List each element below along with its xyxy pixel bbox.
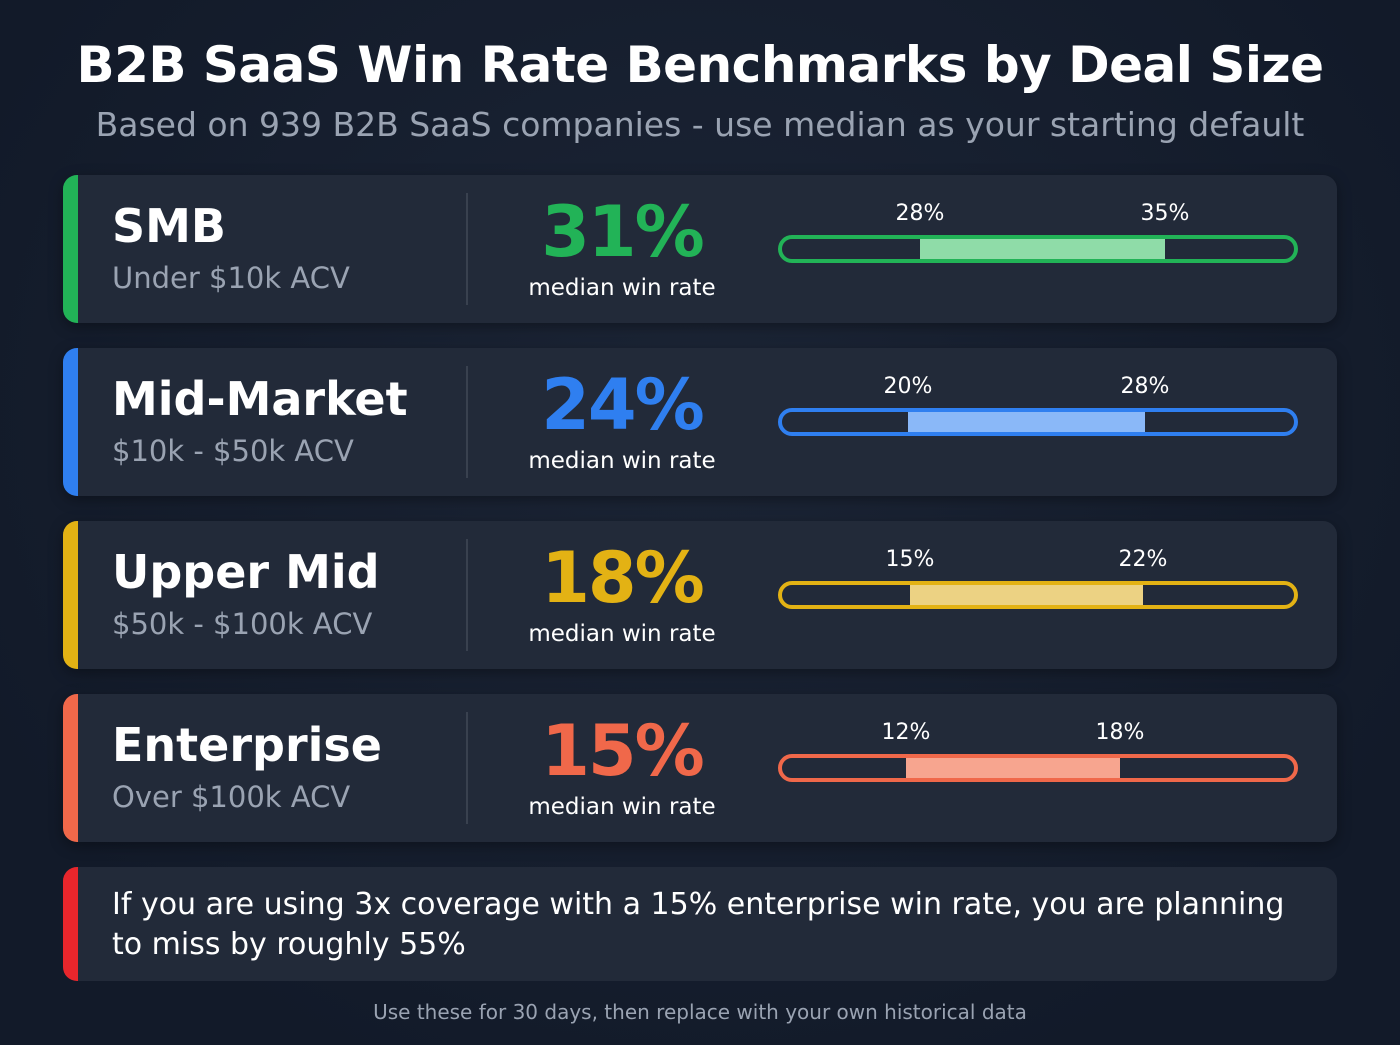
median-value: 18% [541,537,705,619]
divider [466,539,468,651]
segment-card: Enterprise Over $100k ACV 15% median win ra… [63,694,1337,842]
range-band [906,758,1120,778]
divider [466,366,468,478]
segment-range: Over $100k ACV [112,780,351,814]
range-band [910,585,1143,605]
segment-card: Mid-Market $10k - $50k ACV 24% median win r… [63,348,1337,496]
range-high: 18% [1095,720,1145,745]
segment-range: $10k - $50k ACV [112,434,354,468]
accent-bar [63,348,78,496]
segment-name: Enterprise [112,718,383,772]
range-high: 28% [1120,374,1170,399]
median-caption: median win rate [528,448,716,474]
segment-range: $50k - $100k ACV [112,607,373,641]
range-low: 15% [885,547,935,572]
median-caption: median win rate [528,275,716,301]
segment-card: SMB Under $10k ACV 31% median win rate 28% 35… [63,175,1337,323]
note-card: If you are using 3x coverage with a 15% … [63,867,1337,981]
median-caption: median win rate [528,794,716,820]
accent-bar [63,521,78,669]
range-low: 12% [881,720,931,745]
range-track [778,408,1298,436]
segment-name: Mid-Market [112,372,408,426]
segment-name: Upper Mid [112,545,380,599]
range-low: 28% [895,201,945,226]
median-value: 15% [541,710,705,792]
segment-name: SMB [112,199,226,253]
segment-range: Under $10k ACV [112,261,350,295]
accent-bar [63,175,78,323]
subtitle: Based on 939 B2B SaaS companies - use me… [95,105,1305,144]
note-accent [63,867,78,981]
range-track [778,235,1298,263]
median-value: 31% [541,191,705,273]
range-band [908,412,1145,432]
note-text: If you are using 3x coverage with a 15% … [112,887,1285,962]
range-band [920,239,1165,259]
median-value: 24% [541,364,705,446]
range-track [778,581,1298,609]
range-track [778,754,1298,782]
range-high: 35% [1140,201,1190,226]
range-low: 20% [883,374,933,399]
footer: Use these for 30 days, then replace with… [373,1000,1027,1024]
divider [466,193,468,305]
divider [466,712,468,824]
accent-bar [63,694,78,842]
median-caption: median win rate [528,621,716,647]
segment-card: Upper Mid $50k - $100k ACV 18% median win r… [63,521,1337,669]
title: B2B SaaS Win Rate Benchmarks by Deal Siz… [76,36,1324,94]
range-high: 22% [1118,547,1168,572]
